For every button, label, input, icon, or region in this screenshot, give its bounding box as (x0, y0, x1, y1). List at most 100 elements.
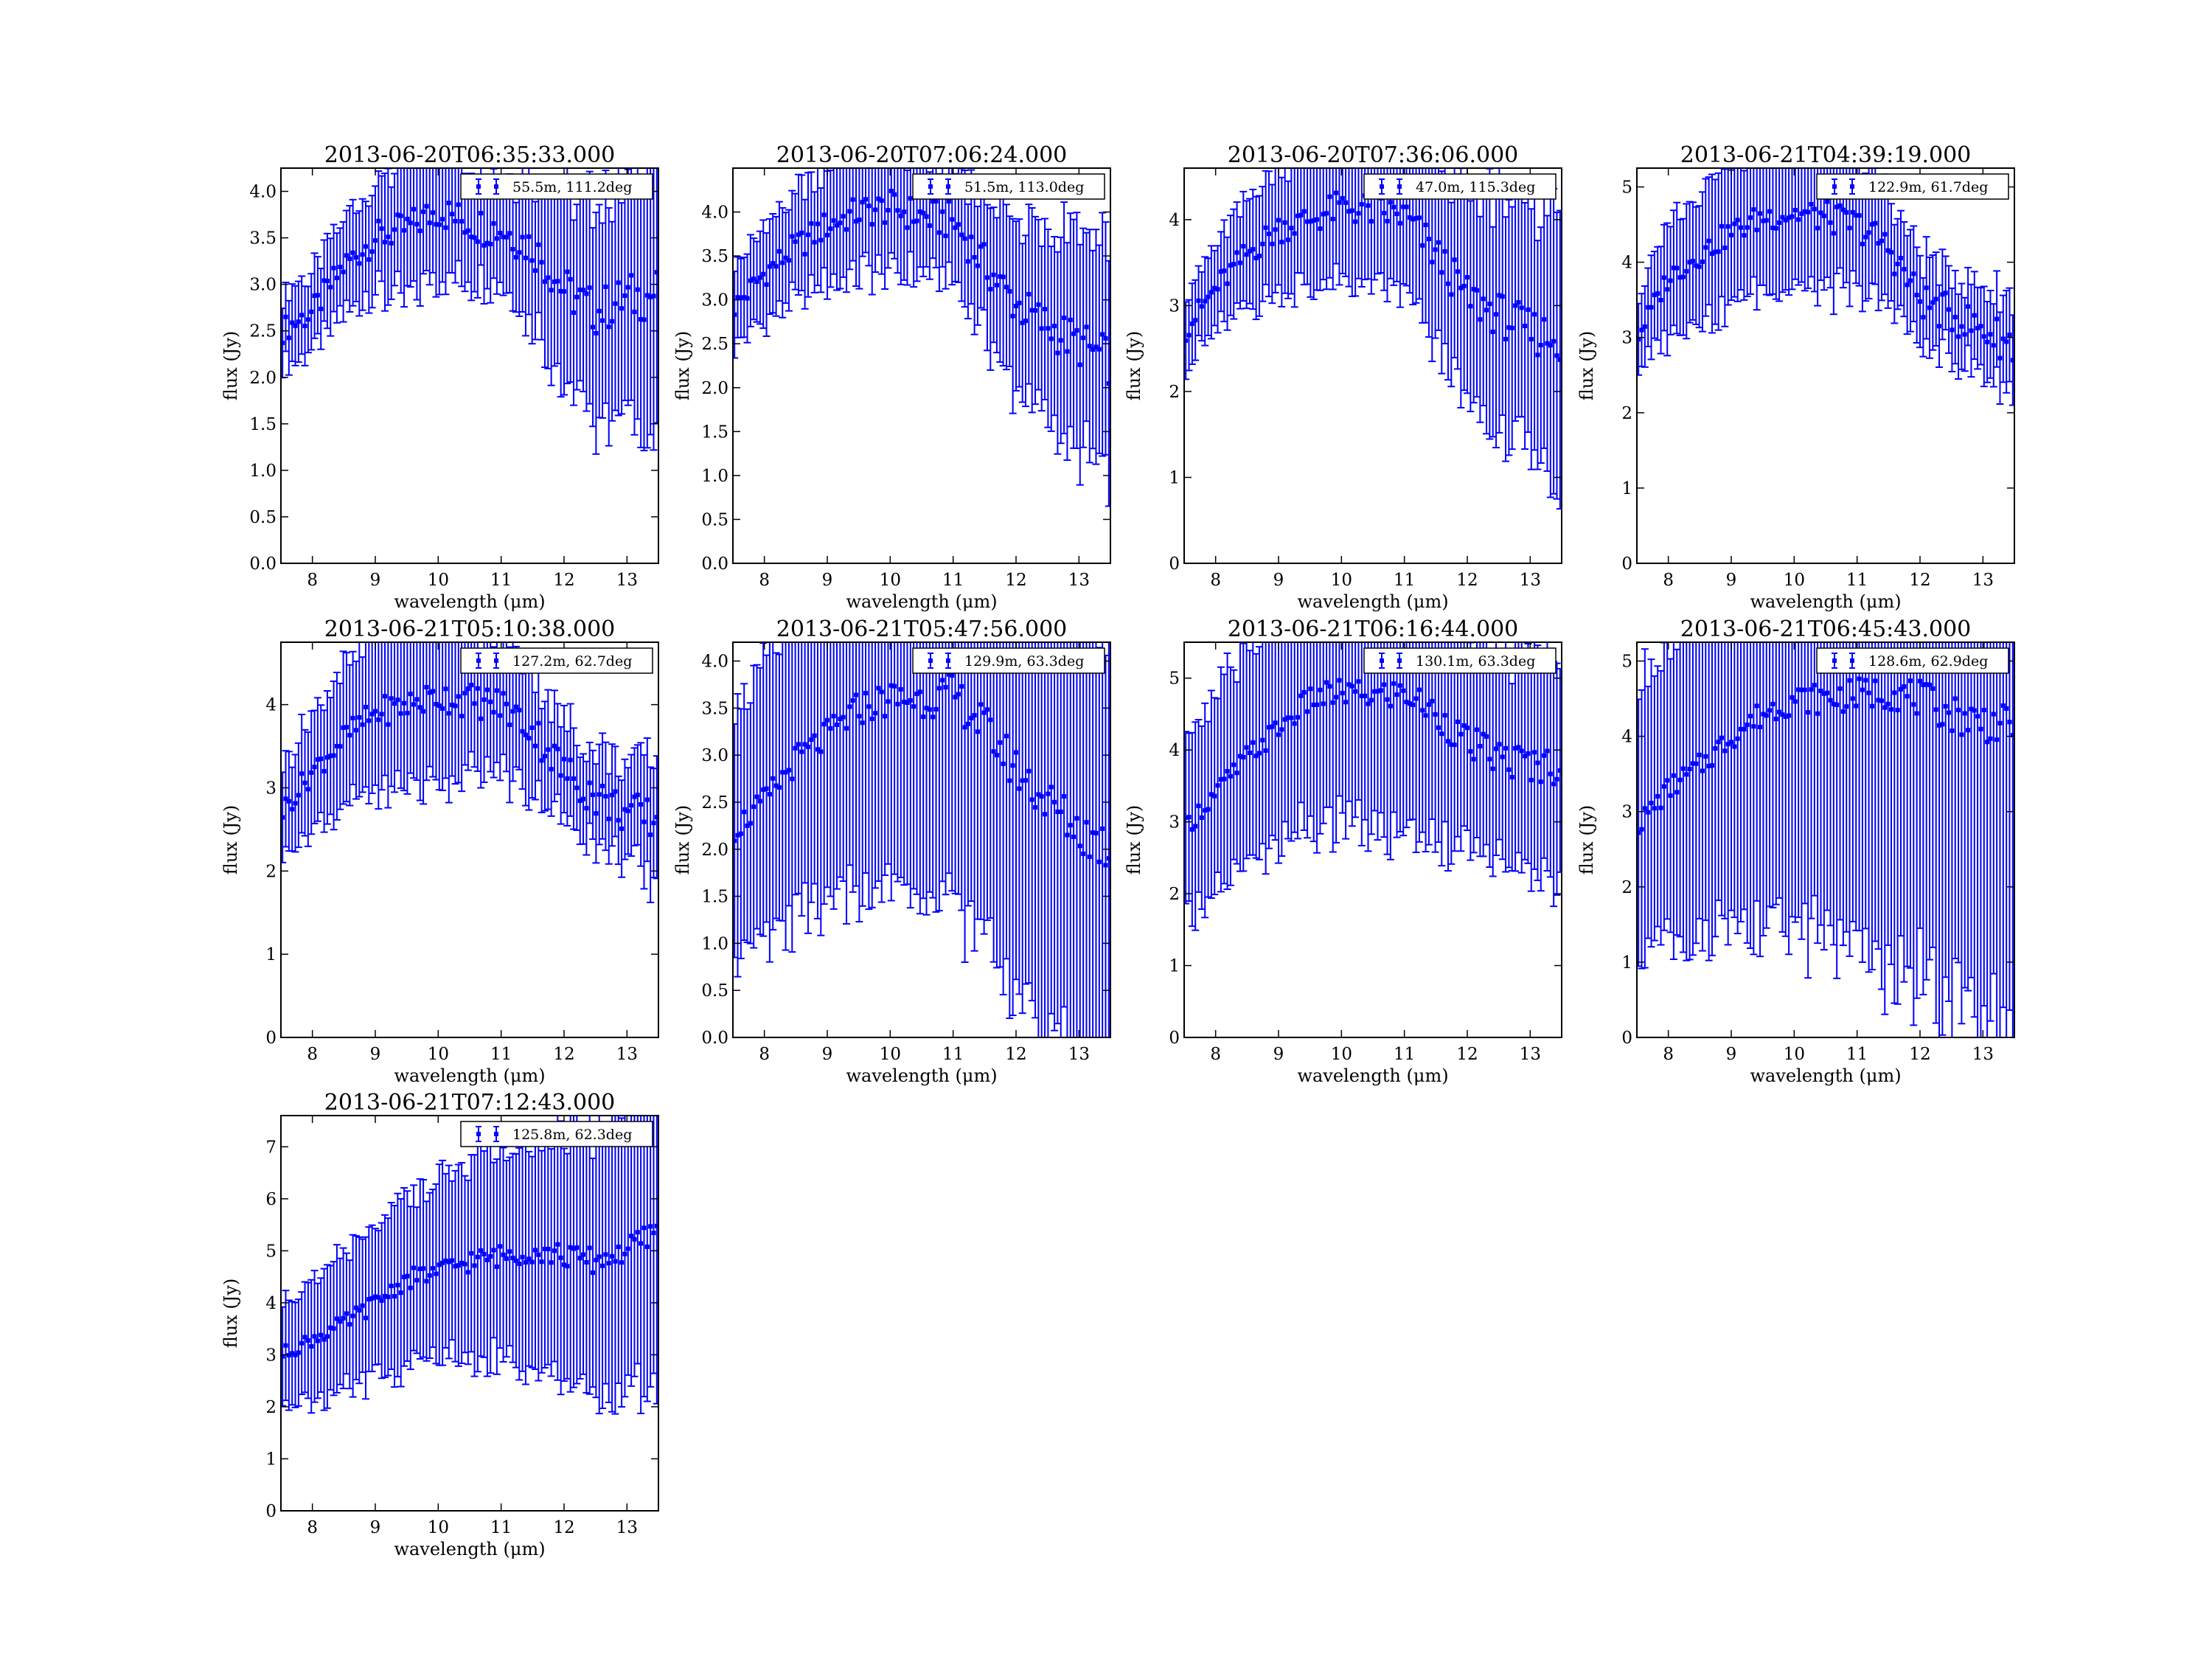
data-point (863, 691, 869, 696)
data-point (283, 1343, 288, 1348)
x-tick-label: 9 (1726, 571, 1737, 590)
data-point (1907, 678, 1913, 684)
data-point (1225, 768, 1230, 773)
data-point (1988, 332, 1993, 337)
data-point (1956, 334, 1961, 339)
x-tick-label: 10 (880, 1045, 901, 1064)
data-point (520, 1254, 525, 1259)
data-point (379, 712, 384, 717)
data-point (1407, 701, 1412, 706)
data-point (1985, 740, 1990, 745)
data-point (334, 275, 339, 280)
data-point (1703, 754, 1708, 759)
data-point (1228, 773, 1233, 779)
data-point (1433, 247, 1438, 252)
data-point (1739, 225, 1744, 230)
data-point (1921, 315, 1926, 320)
data-point (625, 285, 630, 290)
data-point (927, 707, 932, 712)
data-point (344, 725, 349, 730)
data-point (453, 218, 458, 223)
data-point (1244, 745, 1249, 750)
data-point (411, 1265, 417, 1270)
data-point (815, 747, 820, 752)
data-point (539, 758, 544, 763)
data-point (440, 1260, 445, 1265)
x-tick-label: 12 (553, 571, 574, 590)
data-point (793, 745, 798, 751)
data-point (1394, 692, 1399, 698)
x-tick-label: 8 (307, 1045, 318, 1064)
x-tick-label: 9 (1273, 571, 1284, 590)
data-point (1815, 711, 1820, 716)
data-point (1426, 702, 1431, 707)
data-point (651, 293, 656, 299)
data-point (745, 823, 750, 828)
data-point (312, 765, 317, 770)
data-point (1940, 722, 1945, 727)
y-tick-label: 2.5 (249, 322, 276, 341)
data-point (1677, 275, 1683, 280)
data-point (1918, 678, 1922, 684)
y-tick-label: 0 (1169, 554, 1180, 574)
data-point (603, 793, 608, 799)
data-point (616, 818, 621, 823)
data-point (1885, 701, 1891, 706)
data-point (542, 754, 547, 759)
data-point (600, 784, 605, 789)
data-point (815, 221, 820, 226)
subplot-6: 2013-06-21T05:47:56.000 8 9 10 11 12 13 0.0 0.5 1… (672, 616, 1111, 1086)
data-point (1713, 249, 1718, 254)
data-point (1754, 703, 1759, 709)
y-axis-label: flux (Jy) (1124, 331, 1144, 401)
data-point (1834, 702, 1840, 707)
data-point (427, 220, 432, 226)
data-point (1292, 231, 1297, 236)
data-point (1330, 700, 1335, 705)
data-point (603, 284, 608, 289)
series-points (281, 168, 658, 455)
data-point (1455, 269, 1460, 274)
data-point (1649, 305, 1654, 310)
data-point (828, 726, 833, 731)
legend-marker (928, 184, 933, 189)
data-point (1340, 195, 1345, 201)
data-point (1639, 327, 1644, 333)
x-tick-label: 12 (1005, 571, 1026, 590)
legend: 130.1m, 63.3deg (1363, 647, 1557, 674)
data-point (1687, 260, 1692, 265)
data-point (1343, 700, 1349, 705)
data-point (498, 713, 503, 718)
data-point (392, 1294, 397, 1299)
data-point (1218, 777, 1223, 782)
data-point (1545, 341, 1550, 346)
data-point (991, 272, 996, 277)
data-point (571, 1246, 577, 1251)
data-point (1324, 680, 1329, 685)
y-tick-label: 1.5 (249, 415, 276, 434)
data-point (931, 714, 936, 720)
data-point (389, 1284, 394, 1289)
data-point (625, 1246, 630, 1251)
data-point (1420, 708, 1425, 713)
y-tick-label: 0.5 (701, 510, 728, 529)
data-point (1787, 713, 1792, 718)
data-point (360, 722, 365, 727)
data-point (1046, 326, 1051, 331)
legend-marker (1380, 184, 1384, 189)
data-point (1911, 702, 1916, 707)
data-point (1305, 709, 1310, 714)
subplot-title: 2013-06-21T06:45:43.000 (1680, 616, 1972, 642)
data-point (341, 1315, 346, 1321)
data-point (366, 718, 372, 723)
data-point (1404, 700, 1409, 705)
data-point (1385, 218, 1390, 223)
x-tick-label: 12 (553, 1518, 574, 1537)
data-point (1991, 712, 1996, 717)
data-point (1694, 263, 1699, 268)
data-point (805, 232, 810, 237)
data-point (876, 686, 881, 691)
data-point (379, 1298, 384, 1303)
data-point (1065, 832, 1070, 838)
